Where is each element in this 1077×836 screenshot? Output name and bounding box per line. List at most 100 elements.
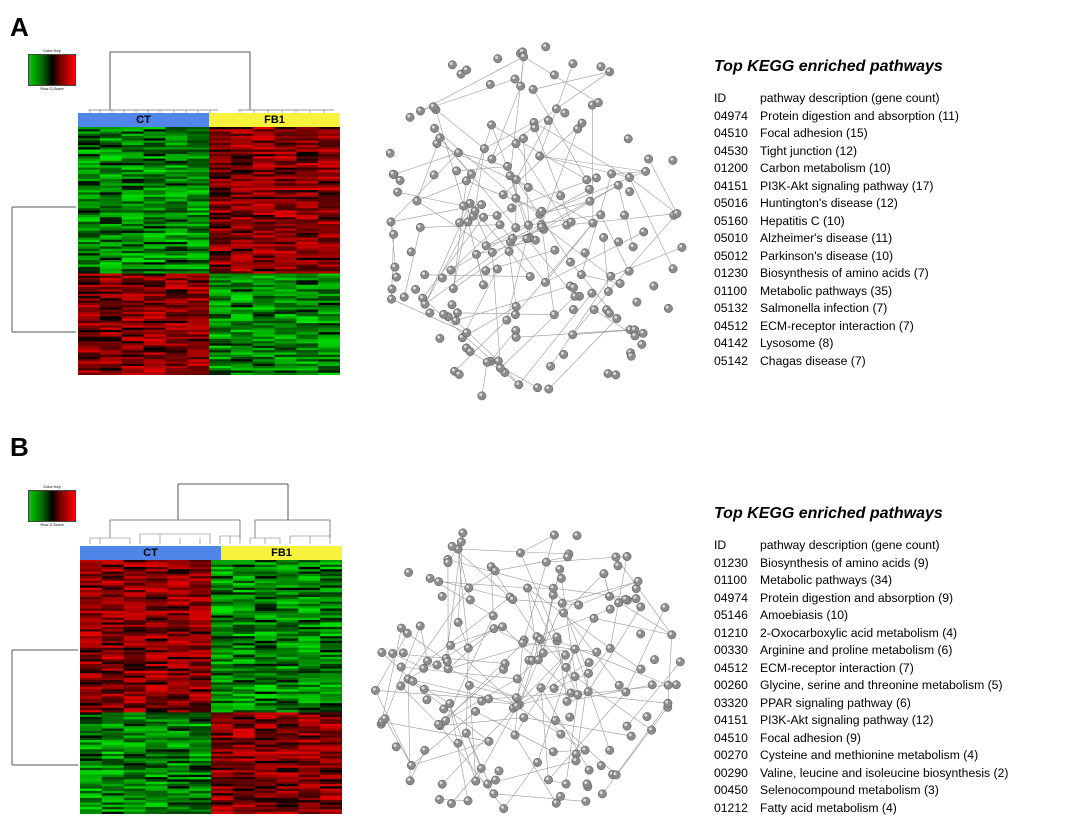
kegg-pathway-row: 00450 Selenocompound metabolism (3): [714, 782, 1008, 800]
kegg-pathway-description: 2-Oxocarboxylic acid metabolism (4): [760, 625, 958, 640]
kegg-pathway-description: Parkinson's disease (10): [760, 248, 894, 263]
kegg-pathway-id: 04510: [714, 730, 748, 745]
group-label-ct: CT: [136, 114, 151, 126]
kegg-pathway-id: 00270: [714, 748, 748, 762]
kegg-pathway-row: 04512 ECM-receptor interaction (7): [714, 660, 1008, 678]
kegg-pathway-description: Arginine and proline metabolism (6): [760, 643, 953, 657]
kegg-pathway-id: 05016: [714, 196, 748, 210]
kegg-title: Top KEGG enriched pathways: [714, 58, 943, 75]
kegg-pathway-id: 05010: [714, 231, 748, 245]
column-dendrogram: [89, 483, 331, 544]
kegg-pathway-row: 00290 Valine, leucine and isoleucine bios…: [714, 765, 1008, 783]
kegg-title: Top KEGG enriched pathways: [714, 505, 943, 522]
row-dendrogram: [11, 206, 76, 333]
kegg-pathway-row: 04510 Focal adhesion (9): [714, 730, 1008, 748]
kegg-pathway-description: Valine, leucine and isoleucine biosynthe…: [760, 765, 1009, 780]
kegg-pathway-id: 01100: [714, 573, 747, 587]
kegg-pathway-description: PI3K-Akt signaling pathway (17): [760, 178, 934, 193]
kegg-header-id: ID: [714, 91, 727, 105]
group-label-ct: CT: [143, 547, 158, 559]
kegg-pathway-description: Tight junction (12): [760, 143, 858, 158]
group-bar-ct: CT: [78, 113, 209, 127]
group-bar-fb1: FB1: [209, 113, 340, 127]
heatmap: [80, 560, 342, 814]
kegg-pathway-description: Chagas disease (7): [760, 353, 866, 368]
kegg-pathway-id: 00260: [714, 678, 748, 692]
kegg-pathway-row: 04510 Focal adhesion (15): [714, 125, 959, 143]
kegg-pathway-row: 01100 Metabolic pathways (35): [714, 283, 959, 301]
kegg-pathway-row: 05160 Hepatitis C (10): [714, 213, 959, 231]
kegg-pathway-id: 01210: [714, 625, 748, 640]
color-key: Color Key Row Z-Score: [28, 48, 76, 92]
kegg-pathway-id: 01100: [714, 283, 747, 298]
kegg-pathway-description: Focal adhesion (9): [760, 730, 861, 745]
kegg-pathway-row: 04151 PI3K-Akt signaling pathway (12): [714, 712, 1008, 730]
kegg-pathway-description: Amoebiasis (10): [760, 608, 849, 622]
kegg-pathway-id: 01200: [714, 161, 748, 175]
kegg-pathway-row: 01100 Metabolic pathways (34): [714, 572, 1008, 590]
kegg-pathway-row: 04142 Lysosome (8): [714, 335, 959, 353]
kegg-pathway-description: Protein digestion and absorption (11): [760, 108, 959, 123]
kegg-pathway-description: Biosynthesis of amino acids (7): [760, 266, 929, 280]
kegg-pathway-row: 01212 Fatty acid metabolism (4): [714, 800, 1008, 818]
kegg-pathway-id: 01212: [714, 800, 748, 815]
kegg-rows: 01230 Biosynthesis of amino acids (9) 0110…: [714, 555, 1008, 818]
kegg-pathway-row: 00330 Arginine and proline metabolism (6): [714, 642, 1008, 660]
color-key: Color Key Row Z-Score: [28, 484, 76, 528]
kegg-pathway-row: 01210 2-Oxocarboxylic acid metabolism (4): [714, 625, 1008, 643]
kegg-pathway-id: 00290: [714, 765, 748, 780]
kegg-pathway-description: Fatty acid metabolism (4): [760, 800, 897, 815]
kegg-header-description: pathway description (gene count): [760, 91, 940, 105]
kegg-header: ID pathway description (gene count): [714, 90, 959, 108]
kegg-pathway-row: 04151 PI3K-Akt signaling pathway (17): [714, 178, 959, 196]
kegg-pathway-description: Alzheimer's disease (11): [760, 231, 893, 245]
protein-interaction-network: [371, 528, 685, 814]
kegg-pathway-row: 05146 Amoebiasis (10): [714, 607, 1008, 625]
kegg-pathway-id: 04530: [714, 143, 748, 158]
kegg-pathway-row: 05132 Salmonella infection (7): [714, 300, 959, 318]
kegg-pathway-description: Lysosome (8): [760, 336, 834, 350]
color-key-label: Row Z-Score: [40, 86, 64, 91]
color-key-label: Row Z-Score: [40, 522, 64, 527]
kegg-rows: 04974 Protein digestion and absorption (1…: [714, 108, 959, 371]
kegg-pathway-description: Biosynthesis of amino acids (9): [760, 555, 929, 570]
color-key-title: Color Key: [43, 484, 61, 489]
panel-a: A Color Key Row Z-Score CT FB1 Top KEGG …: [10, 12, 959, 401]
color-key-gradient: [28, 54, 76, 86]
kegg-pathway-description: Huntington's disease (12): [760, 196, 898, 210]
kegg-pathway-row: 04974 Protein digestion and absorption (9…: [714, 590, 1008, 608]
kegg-header-description: pathway description (gene count): [760, 538, 940, 552]
kegg-pathway-row: 04512 ECM-receptor interaction (7): [714, 318, 959, 336]
kegg-pathway-id: 04974: [714, 108, 748, 123]
kegg-pathway-row: 05016 Huntington's disease (12): [714, 195, 959, 213]
kegg-pathway-row: 00260 Glycine, serine and threonine metab…: [714, 677, 1008, 695]
column-dendrogram: [88, 51, 334, 114]
kegg-pathway-description: Focal adhesion (15): [760, 126, 868, 140]
kegg-pathway-row: 01230 Biosynthesis of amino acids (7): [714, 265, 959, 283]
kegg-pathway-row: 04974 Protein digestion and absorption (1…: [714, 108, 959, 126]
kegg-pathway-description: ECM-receptor interaction (7): [760, 660, 914, 675]
kegg-pathway-id: 04974: [714, 590, 748, 605]
kegg-pathway-description: Selenocompound metabolism (3): [760, 783, 939, 797]
kegg-pathway-id: 00330: [714, 643, 748, 657]
kegg-pathway-id: 04512: [714, 660, 748, 675]
kegg-pathways-list: Top KEGG enriched pathways ID pathway des…: [714, 58, 959, 370]
kegg-pathway-description: PPAR signaling pathway (6): [760, 695, 911, 710]
kegg-pathway-id: 05142: [714, 353, 748, 368]
kegg-pathway-row: 05142 Chagas disease (7): [714, 353, 959, 371]
kegg-pathway-row: 05012 Parkinson's disease (10): [714, 248, 959, 266]
kegg-pathway-id: 01230: [714, 266, 748, 280]
kegg-pathway-description: PI3K-Akt signaling pathway (12): [760, 713, 934, 727]
heatmap: [78, 127, 340, 375]
kegg-pathway-id: 04512: [714, 318, 748, 333]
row-dendrogram: [11, 649, 78, 766]
group-bar-ct: CT: [80, 546, 221, 560]
panel-letter: A: [10, 12, 29, 42]
kegg-pathway-id: 04151: [714, 713, 748, 727]
kegg-pathway-description: Carbon metabolism (10): [760, 161, 891, 175]
kegg-pathway-description: Metabolic pathways (35): [760, 283, 893, 298]
kegg-pathway-id: 05132: [714, 301, 748, 315]
kegg-pathway-description: Protein digestion and absorption (9): [760, 590, 954, 605]
kegg-pathway-row: 03320 PPAR signaling pathway (6): [714, 695, 1008, 713]
kegg-pathway-description: ECM-receptor interaction (7): [760, 318, 914, 333]
